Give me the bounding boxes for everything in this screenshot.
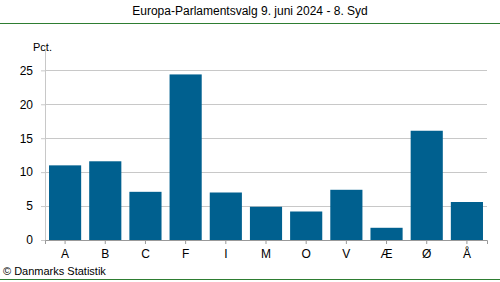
grid-line xyxy=(45,104,487,105)
y-tick-mark xyxy=(41,172,45,173)
x-tick-mark xyxy=(105,240,106,244)
y-tick-label: 0 xyxy=(26,233,33,247)
y-tick-label: 15 xyxy=(20,132,34,146)
x-tick-label: Æ xyxy=(381,247,393,261)
x-tick-label: Å xyxy=(463,246,471,261)
header-rule xyxy=(0,23,500,24)
x-tick: I xyxy=(224,240,227,261)
bar xyxy=(290,212,322,241)
x-tick-label: M xyxy=(261,247,271,261)
x-tick-mark xyxy=(266,240,267,244)
bars xyxy=(49,74,483,240)
x-tick-mark xyxy=(65,240,66,244)
grid xyxy=(45,71,487,241)
x-tick: Ø xyxy=(422,240,431,261)
x-tick-label: V xyxy=(342,247,350,261)
x-tick-label: C xyxy=(141,247,150,261)
x-axis: ABCFIMOVÆØÅ xyxy=(46,240,488,261)
bar xyxy=(250,207,282,240)
y-tick-label: 25 xyxy=(20,64,34,78)
chart: Europa-Parlamentsvalg 9. juni 2024 - 8. … xyxy=(0,0,500,282)
y-tick: 0 xyxy=(26,233,45,247)
bar xyxy=(370,228,402,240)
source: © Danmarks Statistik xyxy=(3,265,106,277)
bar xyxy=(49,165,81,240)
bar xyxy=(451,202,483,240)
footer-rule xyxy=(0,279,500,280)
y-tick-label: 20 xyxy=(20,98,34,112)
y-tick: 10 xyxy=(20,165,45,179)
title: Europa-Parlamentsvalg 9. juni 2024 - 8. … xyxy=(132,4,367,18)
x-tick: V xyxy=(342,240,350,261)
x-tick: Å xyxy=(463,240,471,261)
x-tick: C xyxy=(141,240,150,261)
x-tick-label: A xyxy=(61,247,69,261)
bar xyxy=(170,74,202,240)
x-tick-mark xyxy=(466,240,467,244)
x-tick-label: O xyxy=(302,247,311,261)
x-tick-label: I xyxy=(224,247,227,261)
y-tick-mark xyxy=(41,240,45,241)
x-tick-mark xyxy=(306,240,307,244)
bar xyxy=(89,161,121,240)
x-tick-label: Ø xyxy=(422,247,431,261)
x-tick: Æ xyxy=(381,240,393,261)
y-tick-label: 10 xyxy=(20,165,34,179)
x-axis-line xyxy=(46,241,488,245)
y-axis: 0 5 10 15 20 25 xyxy=(20,51,46,248)
x-tick-mark xyxy=(386,240,387,244)
x-tick-mark xyxy=(426,240,427,244)
bar xyxy=(330,190,362,240)
y-axis-title: Pct. xyxy=(33,41,52,53)
y-tick: 25 xyxy=(20,64,45,78)
grid-line xyxy=(45,70,487,71)
x-tick-mark xyxy=(225,240,226,244)
bar xyxy=(411,131,443,240)
y-tick: 20 xyxy=(20,98,45,112)
y-tick-mark xyxy=(41,70,45,71)
x-tick-label: F xyxy=(182,247,189,261)
x-tick: A xyxy=(61,240,69,261)
x-tick-mark xyxy=(145,240,146,244)
y-axis-line xyxy=(41,51,46,241)
x-tick: F xyxy=(182,240,189,261)
x-tick: M xyxy=(261,240,271,261)
y-tick: 5 xyxy=(26,199,45,213)
x-tick: B xyxy=(101,240,109,261)
y-tick-mark xyxy=(41,138,45,139)
x-tick: O xyxy=(302,240,311,261)
x-tick-mark xyxy=(185,240,186,244)
x-tick-mark xyxy=(346,240,347,244)
bar xyxy=(210,193,242,241)
y-tick-mark xyxy=(41,104,45,105)
x-tick-label: B xyxy=(101,247,109,261)
bar xyxy=(129,192,161,240)
y-tick-mark xyxy=(41,206,45,207)
y-tick-label: 5 xyxy=(26,199,33,213)
y-tick: 15 xyxy=(20,132,45,146)
